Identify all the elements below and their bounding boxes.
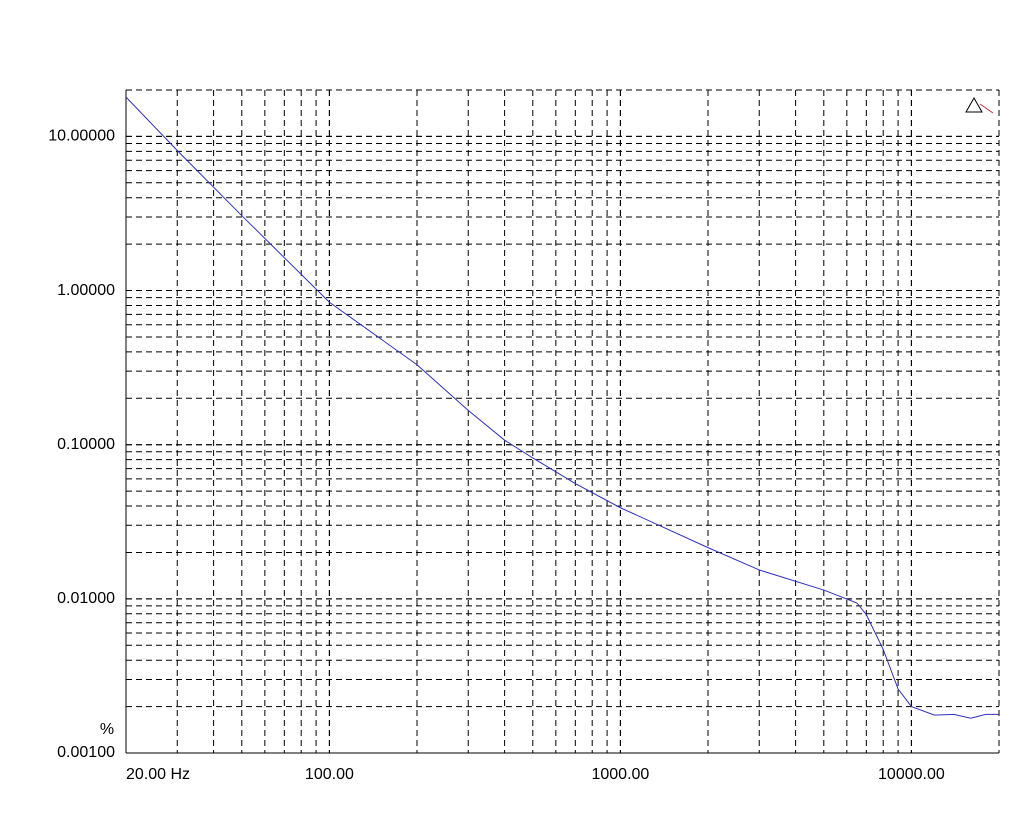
- y-axis-label: %: [100, 721, 114, 738]
- y-tick-label: 0.10000: [57, 436, 115, 453]
- y-tick-label: 0.00100: [57, 744, 115, 761]
- x-tick-label: 1000.00: [591, 766, 649, 783]
- y-tick-label: 0.01000: [57, 590, 115, 607]
- y-tick-label: 1.00000: [57, 282, 115, 299]
- data-line: [125, 96, 999, 719]
- y-tick-label: 10.00000: [48, 128, 115, 145]
- x-tick-label: 100.00: [305, 766, 354, 783]
- x-tick-label: 10000.00: [878, 766, 945, 783]
- x-tick-label: 20.00 Hz: [126, 766, 190, 783]
- grid: [125, 89, 1000, 754]
- marker-icon: [965, 96, 994, 114]
